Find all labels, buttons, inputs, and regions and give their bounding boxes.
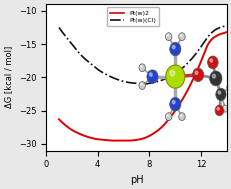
Y-axis label: ΔG [kcal / mol]: ΔG [kcal / mol] [4,46,13,108]
Legend: Pt(w)2, Pt(w)(Cl): Pt(w)2, Pt(w)(Cl) [107,7,159,26]
X-axis label: pH: pH [130,175,143,185]
